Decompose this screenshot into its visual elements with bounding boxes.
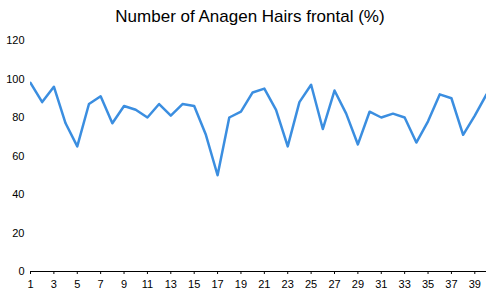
svg-text:120: 120 — [6, 34, 24, 46]
svg-text:27: 27 — [328, 278, 340, 290]
svg-text:17: 17 — [211, 278, 223, 290]
svg-text:39: 39 — [469, 278, 481, 290]
svg-text:60: 60 — [12, 150, 24, 162]
svg-text:9: 9 — [121, 278, 127, 290]
svg-text:11: 11 — [142, 278, 153, 290]
svg-text:25: 25 — [305, 278, 317, 290]
svg-text:7: 7 — [98, 278, 104, 290]
svg-text:5: 5 — [74, 278, 80, 290]
svg-text:29: 29 — [352, 278, 364, 290]
svg-text:31: 31 — [375, 278, 387, 290]
svg-text:3: 3 — [51, 278, 57, 290]
svg-text:21: 21 — [258, 278, 270, 290]
svg-text:0: 0 — [18, 265, 24, 277]
svg-text:15: 15 — [188, 278, 200, 290]
svg-text:1: 1 — [27, 278, 33, 290]
svg-text:20: 20 — [12, 227, 24, 239]
svg-text:23: 23 — [282, 278, 294, 290]
svg-text:13: 13 — [165, 278, 177, 290]
svg-text:19: 19 — [235, 278, 247, 290]
svg-text:37: 37 — [445, 278, 457, 290]
svg-text:80: 80 — [12, 111, 24, 123]
svg-text:40: 40 — [12, 188, 24, 200]
svg-text:100: 100 — [6, 73, 24, 85]
svg-text:33: 33 — [399, 278, 411, 290]
html-text:Number of Anagen Hairs frontal: Number of Anagen Hairs frontal (%) — [115, 7, 385, 26]
svg-text:35: 35 — [422, 278, 434, 290]
